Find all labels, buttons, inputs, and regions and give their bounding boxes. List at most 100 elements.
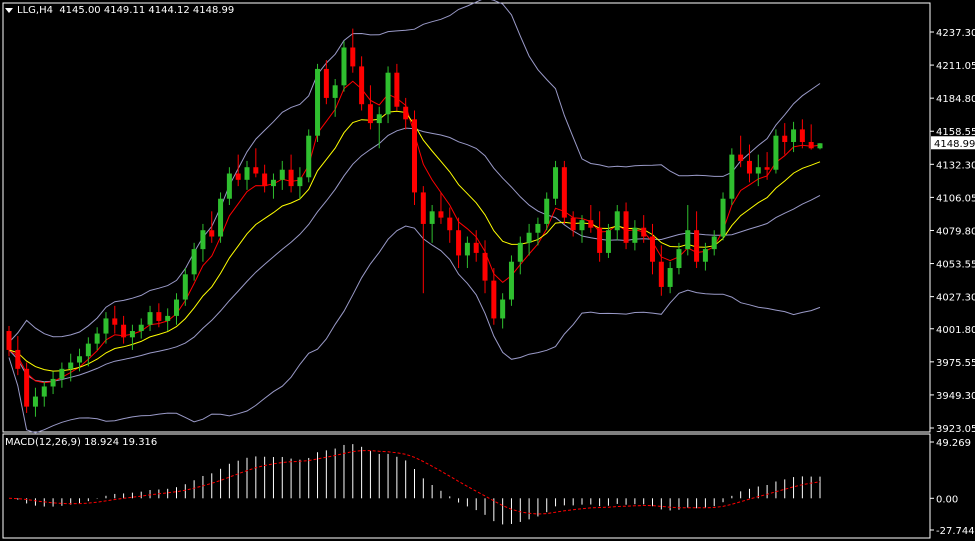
candle-body bbox=[59, 368, 65, 379]
current-price-tag bbox=[931, 136, 975, 150]
candle-body bbox=[438, 211, 444, 218]
candle-body bbox=[244, 167, 250, 180]
candle-body bbox=[253, 167, 259, 174]
candle-body bbox=[68, 362, 74, 369]
candle-body bbox=[403, 106, 409, 120]
macd-panel-border bbox=[2, 433, 931, 539]
candle-body bbox=[702, 249, 708, 262]
candle-body bbox=[306, 135, 312, 178]
candle-body bbox=[667, 268, 673, 287]
current-price-label: 4148.99 bbox=[934, 139, 975, 150]
macd-panel: 49.269 0.00 -27.744 bbox=[8, 438, 975, 537]
lower-band-line bbox=[8, 225, 821, 434]
price-tick-label: 3975.55 bbox=[936, 358, 975, 369]
candle-body bbox=[456, 230, 462, 256]
price-tick-label: 4184.80 bbox=[936, 94, 975, 105]
candle-body bbox=[103, 318, 109, 334]
candle-body bbox=[121, 324, 127, 338]
candle-body bbox=[482, 252, 488, 281]
candle-body bbox=[394, 72, 400, 107]
candle-body bbox=[641, 227, 647, 237]
candle-body bbox=[782, 135, 788, 143]
candle-body bbox=[711, 236, 717, 250]
candle-body bbox=[32, 396, 38, 407]
candle-body bbox=[112, 318, 118, 325]
candle-body bbox=[632, 227, 638, 243]
candle-body bbox=[191, 249, 197, 275]
candle-body bbox=[94, 333, 100, 344]
price-tick-label: 4106.05 bbox=[936, 193, 975, 204]
candle-body bbox=[165, 315, 171, 321]
candle-body bbox=[500, 299, 506, 319]
candle-body bbox=[341, 47, 347, 86]
candle-body bbox=[209, 230, 215, 237]
price-tick-label: 4211.05 bbox=[936, 61, 975, 72]
candle-body bbox=[85, 343, 91, 357]
candle-body bbox=[508, 261, 514, 300]
macd-tick-label: 0.00 bbox=[936, 494, 958, 505]
price-tick-label: 4053.55 bbox=[936, 260, 975, 271]
candle-body bbox=[279, 169, 285, 180]
macd-signal-line bbox=[8, 450, 821, 515]
candle-body bbox=[561, 167, 567, 218]
candle-body bbox=[376, 114, 382, 124]
candle-body bbox=[517, 242, 523, 262]
candle-body bbox=[359, 66, 365, 105]
price-tick-label: 4132.30 bbox=[936, 160, 975, 171]
candle-body bbox=[323, 68, 329, 98]
candle-body bbox=[535, 223, 541, 233]
candle-body bbox=[473, 242, 479, 253]
candle-body bbox=[553, 167, 559, 199]
price-tick-label: 4027.30 bbox=[936, 293, 975, 304]
candle-body bbox=[588, 220, 594, 228]
candle-body bbox=[15, 349, 21, 369]
price-tick-label: 4237.30 bbox=[936, 28, 975, 39]
candle-body bbox=[138, 324, 144, 332]
candle-body bbox=[332, 85, 338, 98]
price-tick-label: 4158.55 bbox=[936, 127, 975, 138]
candle-body bbox=[729, 154, 735, 199]
candle-body bbox=[200, 230, 206, 250]
dropdown-triangle-icon[interactable] bbox=[5, 7, 13, 13]
candle-body bbox=[297, 177, 303, 187]
candle-body bbox=[685, 230, 691, 250]
candle-body bbox=[270, 179, 276, 187]
candle-body bbox=[597, 227, 603, 253]
candle-body bbox=[773, 135, 779, 170]
candle-body bbox=[650, 236, 656, 262]
candle-body bbox=[746, 160, 752, 174]
candle-body bbox=[755, 167, 761, 174]
price-tick-label: 3923.05 bbox=[936, 424, 975, 435]
candle-body bbox=[623, 211, 629, 243]
candle-body bbox=[24, 368, 30, 407]
chart-header: LLG,H4 4145.00 4149.11 4144.12 4148.99 bbox=[5, 5, 234, 16]
candle-body bbox=[288, 169, 294, 187]
candle-body bbox=[694, 230, 700, 262]
ohlc-readout: 4145.00 4149.11 4144.12 4148.99 bbox=[59, 5, 235, 16]
candle-body bbox=[491, 280, 497, 319]
price-tick-label: 4001.80 bbox=[936, 325, 975, 336]
candle-body bbox=[129, 331, 135, 338]
candle-body bbox=[658, 261, 664, 287]
candle-body bbox=[544, 198, 550, 224]
candle-body bbox=[799, 129, 805, 143]
main-panel-border bbox=[2, 2, 931, 433]
macd-tick-label: 49.269 bbox=[936, 438, 971, 449]
candle-body bbox=[738, 154, 744, 161]
candle-body bbox=[262, 173, 268, 187]
upper-band-line bbox=[8, 0, 821, 343]
candle-body bbox=[147, 312, 153, 325]
chart-frame bbox=[2, 2, 931, 539]
candle-body bbox=[429, 211, 435, 224]
candle-body bbox=[526, 232, 532, 243]
macd-label: MACD(12,26,9) 18.924 19.316 bbox=[5, 437, 158, 448]
candle-body bbox=[605, 230, 611, 253]
candle-body bbox=[41, 386, 47, 397]
candle-body bbox=[6, 331, 12, 350]
candle-body bbox=[156, 312, 162, 321]
candle-body bbox=[420, 192, 426, 224]
candle-body bbox=[570, 217, 576, 231]
candle-body bbox=[218, 198, 224, 237]
candle-body bbox=[77, 356, 83, 363]
